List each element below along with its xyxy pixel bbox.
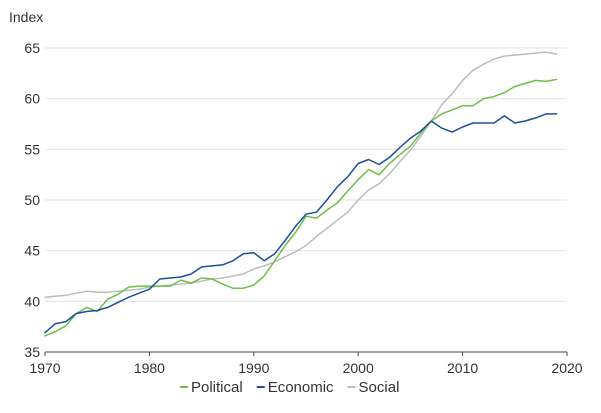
- series-line-economic: [44, 113, 558, 334]
- y-tick-label: 60: [24, 91, 40, 107]
- x-tick-label: 2020: [551, 360, 582, 376]
- legend-label-economic: Economic: [268, 379, 334, 396]
- legend: Political Economic Social: [180, 379, 399, 396]
- y-tick-label: 40: [24, 293, 40, 309]
- x-tick-label: 1980: [134, 360, 165, 376]
- x-tick-label: 1970: [29, 360, 60, 376]
- y-tick-label: 45: [24, 243, 40, 259]
- series-lines: [44, 51, 558, 337]
- y-axis-title: Index: [9, 9, 43, 25]
- y-tick-label: 35: [24, 344, 40, 360]
- y-tick-label: 65: [24, 40, 40, 56]
- x-tick-labels: 1970 1980 1990 2000 2010 2020: [29, 352, 583, 376]
- series-line-political: [44, 78, 558, 337]
- legend-label-social: Social: [359, 379, 400, 396]
- gridlines: [45, 47, 567, 302]
- x-tick-label: 2010: [447, 360, 478, 376]
- x-tick-label: 1990: [238, 360, 269, 376]
- y-tick-label: 55: [24, 141, 40, 157]
- series-line-social: [44, 51, 558, 299]
- x-tick-label: 2000: [343, 360, 374, 376]
- y-tick-label: 50: [24, 192, 40, 208]
- legend-label-political: Political: [191, 379, 243, 396]
- y-tick-labels: 35 40 45 50 55 60 65: [24, 40, 40, 360]
